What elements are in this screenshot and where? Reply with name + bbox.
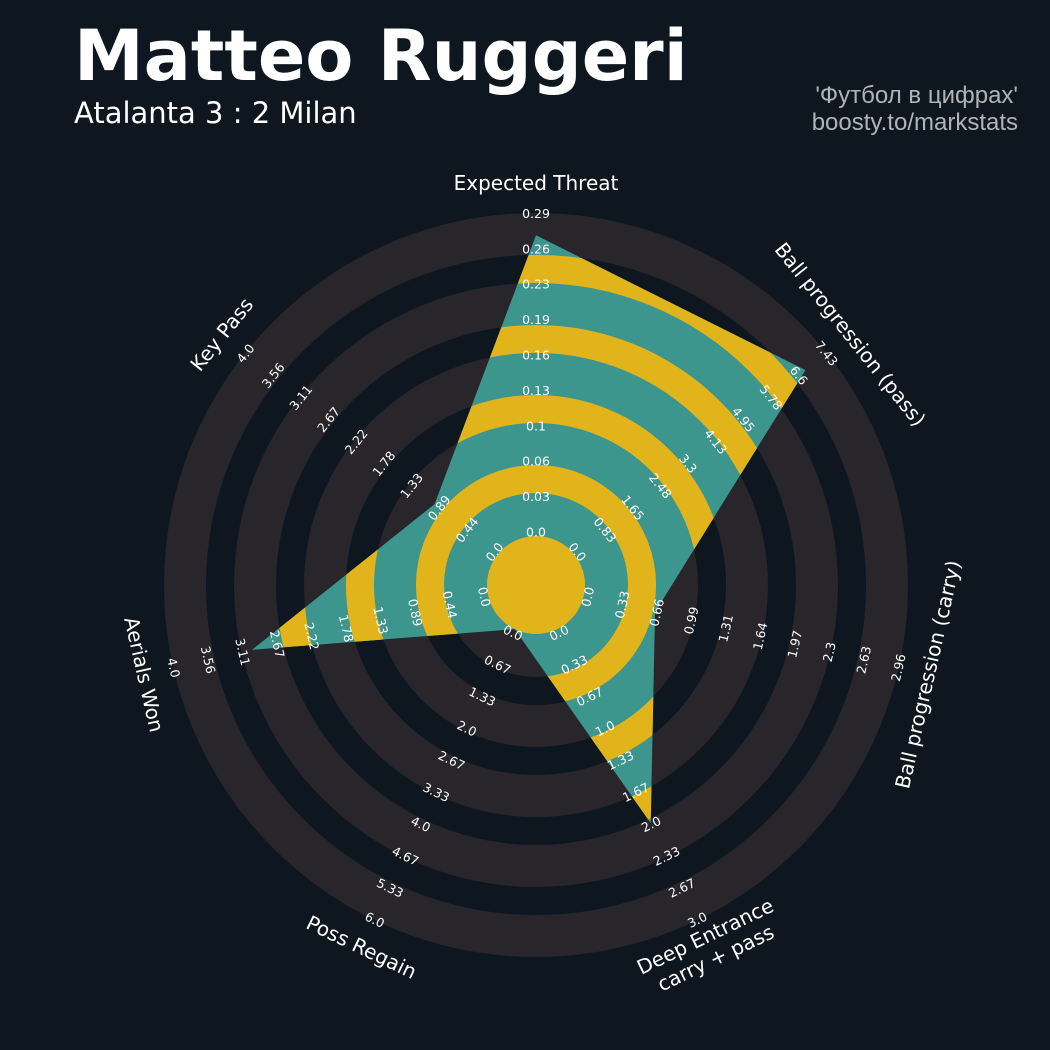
tick-label: 0.26 (522, 241, 550, 256)
tick-label: 1.78 (336, 613, 357, 644)
tick-label: 0.99 (681, 605, 702, 636)
credit-line-1: 'Футбол в цифрах' (815, 82, 1018, 109)
match-subtitle: Atalanta 3 : 2 Milan (74, 96, 357, 130)
tick-label: 3.56 (198, 645, 219, 676)
tick-label: 1.97 (784, 629, 805, 659)
axis-label: Expected Threat (454, 171, 619, 195)
tick-label: 2.67 (267, 629, 288, 659)
tick-label: 0.66 (646, 597, 667, 628)
tick-label: 0.19 (522, 312, 550, 327)
tick-label: 0.1 (526, 418, 546, 433)
credit: 'Футбол в цифрах' boosty.to/markstats (812, 82, 1018, 136)
tick-label: 2.22 (301, 621, 322, 651)
tick-label: 0.0 (526, 525, 546, 540)
tick-label: 0.0 (475, 585, 494, 608)
tick-label: 0.06 (522, 454, 550, 469)
tick-label: 0.33 (612, 589, 633, 619)
credit-line-2: boosty.to/markstats (811, 109, 1018, 136)
tick-label: 0.89 (405, 597, 426, 628)
tick-label: 1.64 (750, 621, 771, 652)
tick-label: 0.29 (522, 206, 550, 221)
radar-inner-rings (252, 255, 806, 824)
tick-label: 2.3 (820, 641, 839, 664)
axis-label: Aerials Won (119, 614, 169, 734)
tick-label: 2.63 (853, 645, 874, 675)
tick-label: 3.11 (232, 637, 253, 667)
tick-label: 0.03 (522, 489, 550, 504)
tick-label: 4.0 (164, 656, 183, 679)
tick-label: 0.0 (578, 585, 597, 608)
tick-label: 0.44 (439, 589, 460, 620)
tick-label: 2.96 (888, 652, 909, 683)
tick-label: 0.23 (522, 277, 550, 292)
tick-label: 1.31 (715, 613, 736, 643)
radar-center-ring (487, 536, 585, 634)
tick-label: 1.33 (370, 605, 391, 635)
tick-label: 0.13 (522, 383, 550, 398)
tick-label: 0.16 (522, 348, 550, 363)
player-name-title: Matteo Ruggeri (74, 15, 688, 97)
